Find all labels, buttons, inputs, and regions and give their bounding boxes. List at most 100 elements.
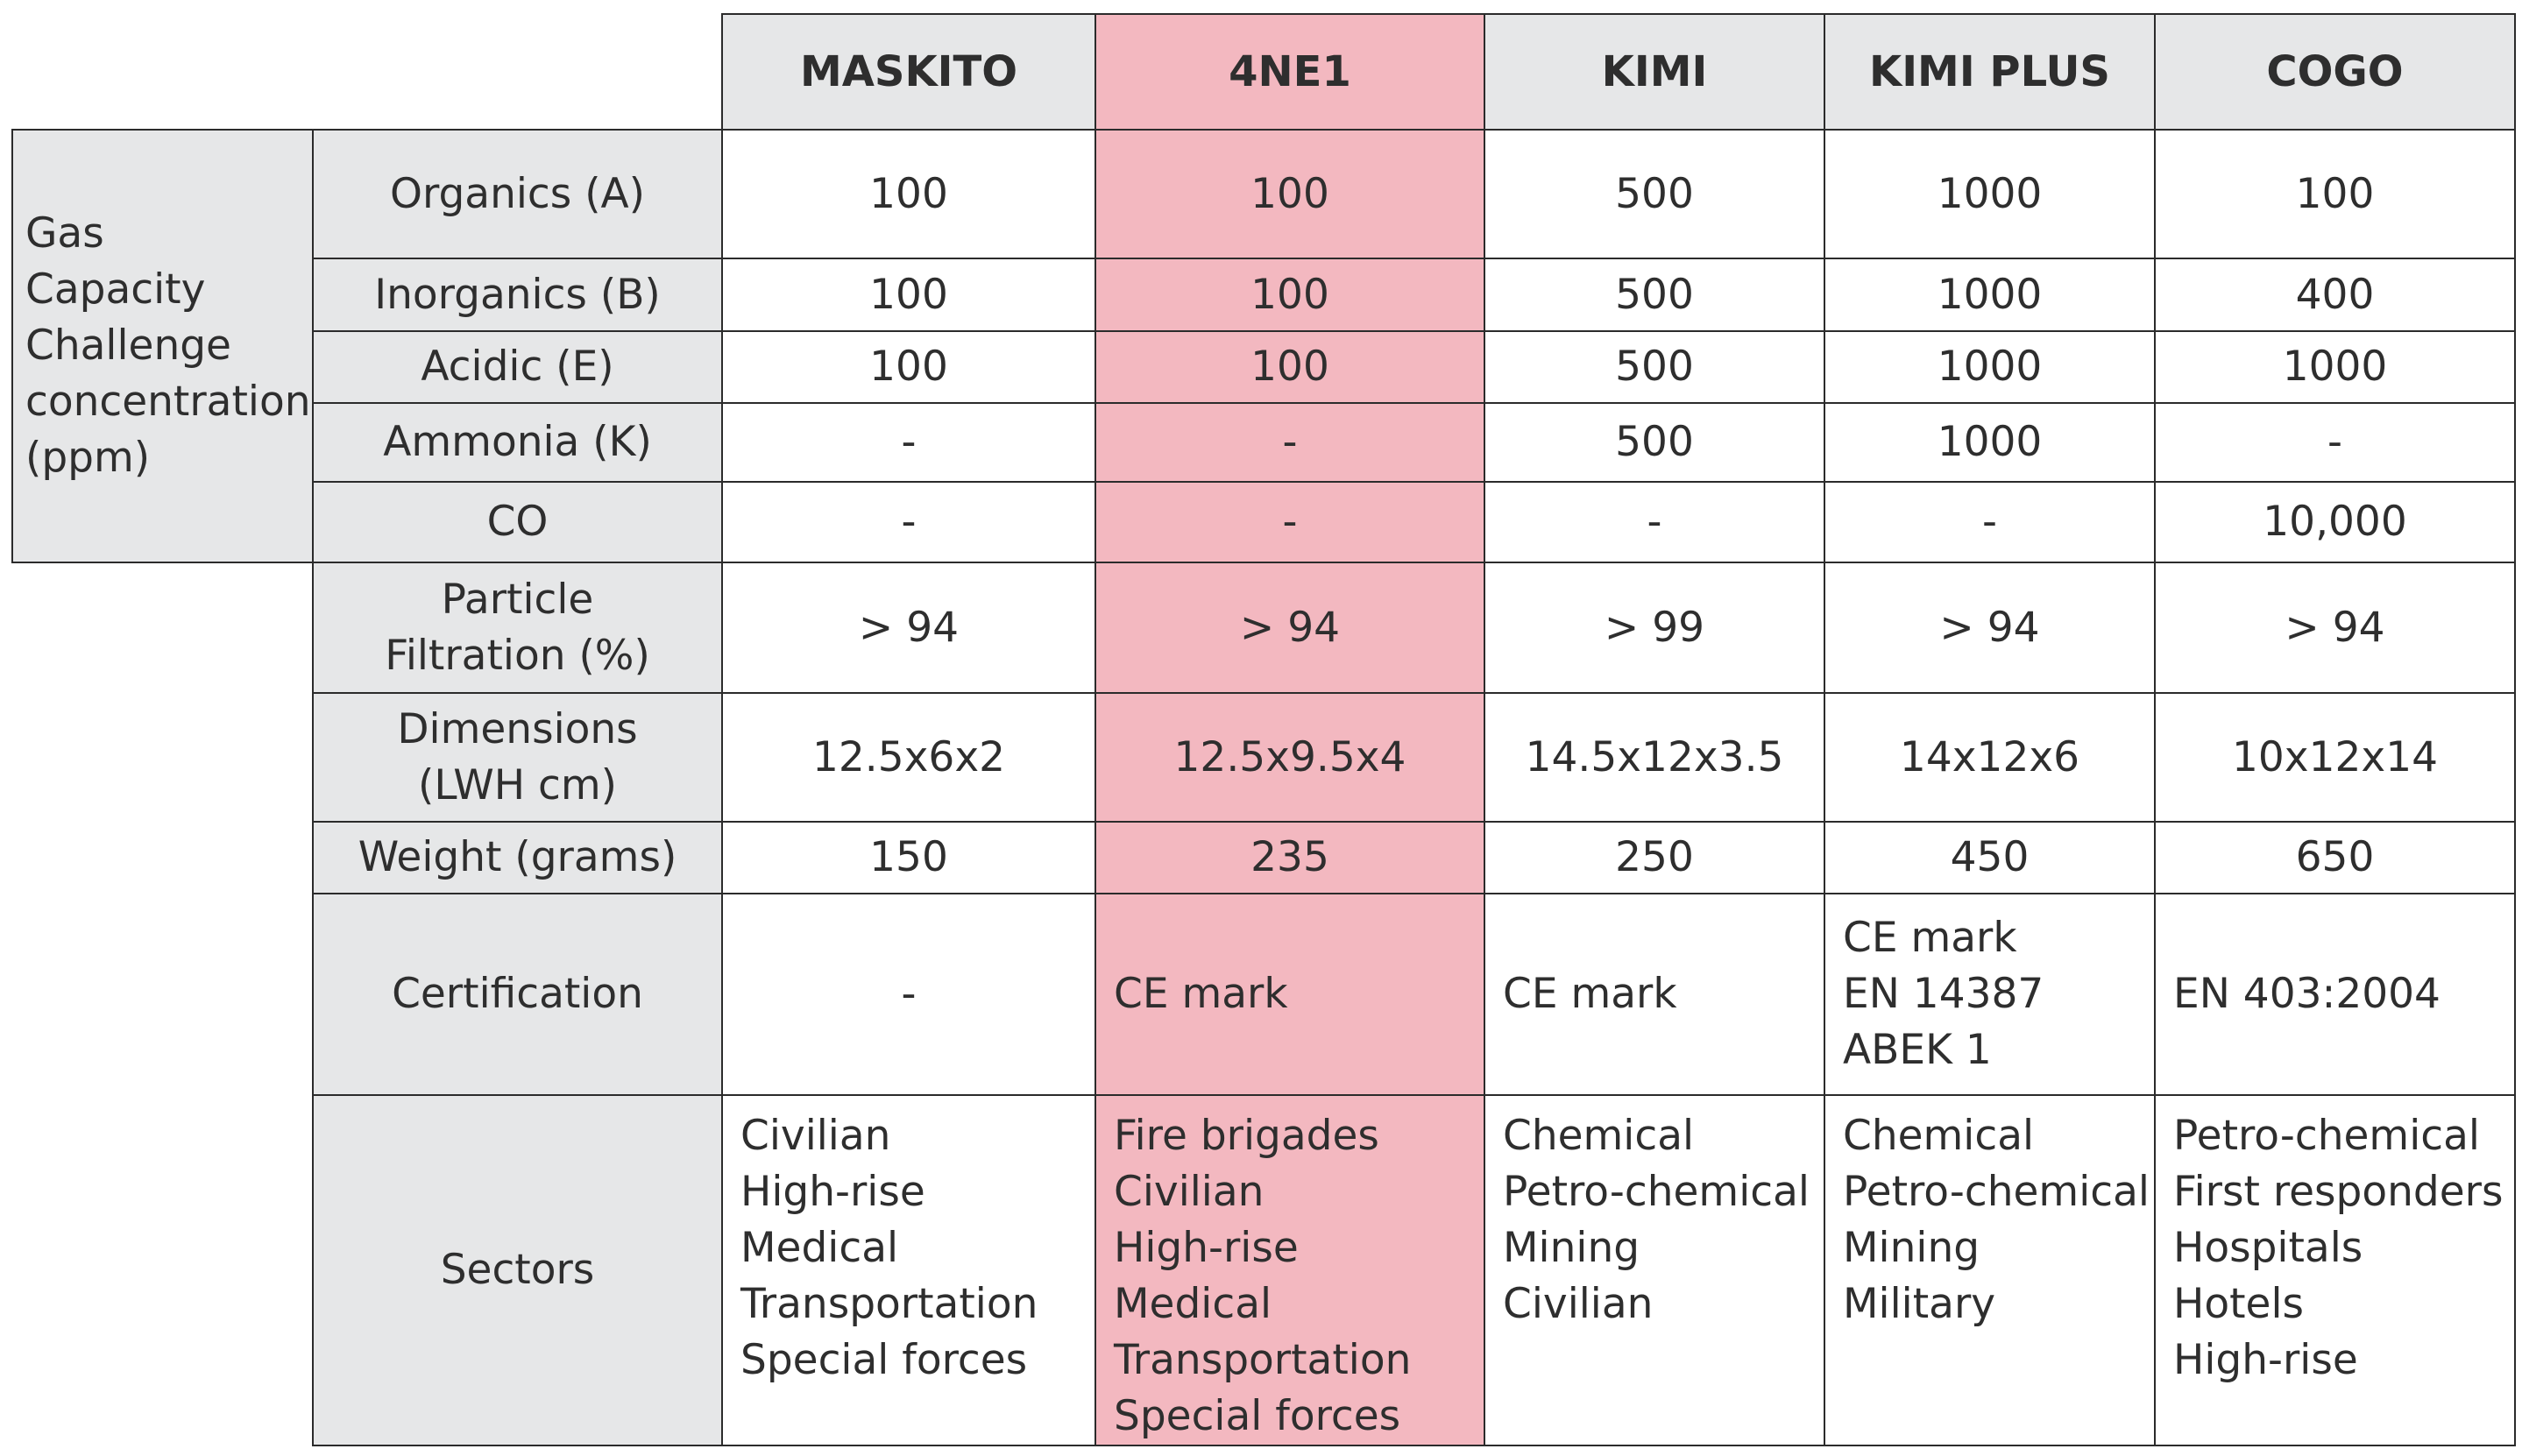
table-cell: > 99: [1484, 562, 1825, 694]
table-cell-text: 100: [1250, 169, 1329, 218]
table-cell-text: 100: [869, 343, 948, 391]
table-cell: -: [721, 402, 1096, 483]
row-label-text: Sectors: [440, 1246, 595, 1294]
table-cell: -: [1095, 402, 1485, 483]
table-cell-text: 250: [1615, 833, 1694, 881]
table-cell: 100: [721, 330, 1096, 404]
table-cell-text: 500: [1615, 343, 1694, 391]
table-cell-text: Chemical Petro-chemical Mining Civilian: [1503, 1112, 1810, 1328]
table-cell: 10,000: [2154, 481, 2516, 563]
gas-capacity-group-label-text: Gas Capacity Challenge concentration (pp…: [25, 209, 311, 482]
table-cell: -: [1484, 481, 1825, 563]
table-cell-text: > 99: [1604, 603, 1705, 652]
table-cell-text: -: [901, 498, 917, 546]
row-label: Sectors: [312, 1094, 723, 1446]
table-cell: Civilian High-rise Medical Transportatio…: [721, 1094, 1096, 1446]
table-cell: Petro-chemical First responders Hospital…: [2154, 1094, 2516, 1446]
table-cell: -: [1824, 481, 2156, 563]
table-cell-text: 100: [1250, 270, 1329, 319]
table-cell: 100: [2154, 129, 2516, 259]
table-cell: CE mark: [1484, 893, 1825, 1096]
row-label-text: Certification: [392, 970, 643, 1018]
table-cell: CE mark: [1095, 893, 1485, 1096]
table-cell-text: 1000: [2282, 343, 2388, 391]
table-cell: Chemical Petro-chemical Mining Civilian: [1484, 1094, 1825, 1446]
table-cell-text: 1000: [1937, 418, 2043, 466]
table-cell: 1000: [1824, 330, 2156, 404]
table-cell: 400: [2154, 258, 2516, 332]
table-cell: > 94: [1824, 562, 2156, 694]
table-cell: Fire brigades Civilian High-rise Medical…: [1095, 1094, 1485, 1446]
row-label-text: Weight (grams): [358, 833, 677, 881]
table-cell: 500: [1484, 129, 1825, 259]
table-cell-text: 100: [869, 169, 948, 218]
table-cell-text: 10x12x14: [2231, 732, 2439, 781]
table-cell-text: Petro-chemical First responders Hospital…: [2173, 1112, 2504, 1384]
table-cell: 500: [1484, 330, 1825, 404]
table-cell: 1000: [1824, 258, 2156, 332]
table-cell-text: > 94: [2285, 603, 2385, 652]
row-label-text: Dimensions (LWH cm): [397, 704, 638, 809]
column-header-4ne1: 4NE1: [1095, 13, 1485, 131]
table-cell: 1000: [1824, 129, 2156, 259]
table-cell: 14.5x12x3.5: [1484, 692, 1825, 823]
column-header-kimi-text: KIMI: [1601, 47, 1708, 96]
table-cell: > 94: [721, 562, 1096, 694]
row-label: Dimensions (LWH cm): [312, 692, 723, 823]
row-label: Inorganics (B): [312, 258, 723, 332]
table-cell-text: -: [1282, 498, 1298, 546]
gas-capacity-group-label: Gas Capacity Challenge concentration (pp…: [11, 129, 314, 563]
row-label: Acidic (E): [312, 330, 723, 404]
table-cell: 100: [721, 129, 1096, 259]
row-label: CO: [312, 481, 723, 563]
table-cell-text: CE mark: [1114, 970, 1288, 1018]
table-cell: -: [721, 481, 1096, 563]
table-cell: -: [721, 893, 1096, 1096]
table-cell-text: > 94: [1939, 603, 2040, 652]
table-cell: > 94: [2154, 562, 2516, 694]
table-cell-text: CE mark: [1503, 970, 1677, 1018]
table-cell-text: 1000: [1937, 270, 2043, 319]
table-cell: -: [2154, 402, 2516, 483]
table-cell-text: 10,000: [2263, 498, 2407, 546]
table-cell-text: -: [901, 970, 917, 1018]
table-cell: 100: [721, 258, 1096, 332]
table-cell-text: 100: [869, 270, 948, 319]
table-cell: 12.5x6x2: [721, 692, 1096, 823]
table-cell: 100: [1095, 258, 1485, 332]
column-header-cogo-text: COGO: [2266, 47, 2404, 96]
table-cell: 250: [1484, 821, 1825, 894]
table-cell-text: 1000: [1937, 169, 2043, 218]
table-cell-text: 150: [869, 833, 948, 881]
row-label: Organics (A): [312, 129, 723, 259]
row-label-text: Acidic (E): [421, 343, 614, 391]
table-cell: 500: [1484, 258, 1825, 332]
table-cell: 100: [1095, 330, 1485, 404]
table-cell-text: -: [901, 418, 917, 466]
row-label: Particle Filtration (%): [312, 562, 723, 694]
table-cell: 14x12x6: [1824, 692, 2156, 823]
row-label-text: Particle Filtration (%): [385, 575, 650, 680]
table-cell-text: 100: [2295, 169, 2375, 218]
table-cell-text: Fire brigades Civilian High-rise Medical…: [1114, 1112, 1412, 1440]
table-cell: 650: [2154, 821, 2516, 894]
column-header-maskito-text: MASKITO: [799, 47, 1018, 96]
table-cell-text: -: [1982, 498, 1997, 546]
row-label: Weight (grams): [312, 821, 723, 894]
table-cell: > 94: [1095, 562, 1485, 694]
table-cell: -: [1095, 481, 1485, 563]
table-cell-text: EN 403:2004: [2173, 970, 2441, 1018]
table-cell: 150: [721, 821, 1096, 894]
column-header-maskito: MASKITO: [721, 13, 1096, 131]
row-label-text: Ammonia (K): [383, 418, 652, 466]
table-cell: 1000: [2154, 330, 2516, 404]
table-cell-text: 450: [1950, 833, 2030, 881]
table-cell: 235: [1095, 821, 1485, 894]
table-cell-text: CE mark EN 14387 ABEK 1: [1843, 914, 2044, 1074]
table-cell: EN 403:2004: [2154, 893, 2516, 1096]
table-cell-text: -: [2327, 418, 2342, 466]
row-label-text: Inorganics (B): [374, 270, 661, 319]
table-cell: 450: [1824, 821, 2156, 894]
column-header-kimi-plus-text: KIMI PLUS: [1869, 47, 2110, 96]
table-cell-text: 100: [1250, 343, 1329, 391]
